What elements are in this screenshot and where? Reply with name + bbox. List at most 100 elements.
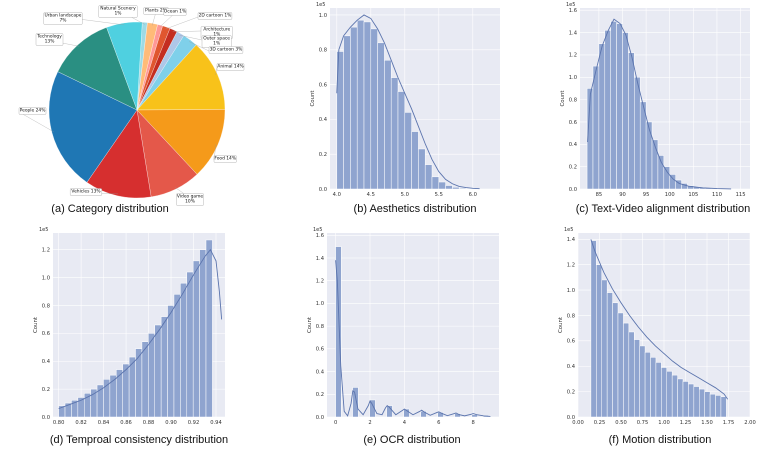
pie-leader-line <box>215 67 218 76</box>
pie-leader-line <box>172 30 202 32</box>
y-tick-label: 0.8 <box>42 303 50 309</box>
sci-notation-label: 1e5 <box>316 2 325 8</box>
hist-bar <box>596 264 602 418</box>
hist-bar <box>601 279 608 418</box>
x-tick-label: 85 <box>596 192 603 198</box>
caption-temporal: (d) Temproal consistency distribution <box>50 434 228 446</box>
hist-bar <box>677 378 684 418</box>
hist-bar <box>617 312 624 418</box>
y-tick-label: 1.2 <box>316 279 324 285</box>
y-tick-label: 0.0 <box>567 415 575 421</box>
hist-bar <box>377 42 385 190</box>
x-tick-label: 90 <box>619 192 626 198</box>
hist-panel-motion: (f) Motion distribution 0.0 0.2 0.4 0.6 0.8 1… <box>558 227 756 446</box>
pie-label-box <box>70 188 102 196</box>
pie-slice <box>136 44 226 111</box>
sci-notation-label: 1e5 <box>313 227 322 233</box>
hist-bar <box>612 302 619 418</box>
hist-bar <box>384 59 392 190</box>
hist-bar <box>199 249 207 418</box>
y-tick-label: 0.8 <box>569 97 577 103</box>
hist-bar <box>628 52 635 190</box>
y-axis-label: Count <box>560 90 566 106</box>
y-tick-label: 0.4 <box>316 369 325 375</box>
x-tick-label: 6.0 <box>469 192 477 198</box>
hist-bar <box>655 362 662 418</box>
hist-bar <box>699 388 705 418</box>
hist-bar <box>634 77 641 190</box>
hist-bar <box>141 341 149 418</box>
hist-panel-temporal: (d) Temproal consistency distribution 0.… <box>33 227 228 446</box>
hist-bar <box>173 294 181 418</box>
pie-leader-line <box>18 111 54 132</box>
x-tick-label: 1.75 <box>723 420 735 426</box>
hist-bar <box>598 43 606 190</box>
caption-aesthetics: (b) Aesthetics distribution <box>354 203 477 215</box>
y-axis-label: Count <box>33 317 39 333</box>
x-tick-label: 115 <box>736 192 746 198</box>
y-tick-label: 0.0 <box>316 415 324 421</box>
hist-bar <box>452 187 460 190</box>
x-tick-label: 2 <box>368 420 371 426</box>
y-tick-label: 1.4 <box>567 237 576 243</box>
pie-slice <box>57 27 138 111</box>
hist-bar <box>397 91 406 190</box>
hist-bar <box>363 21 372 190</box>
hist-bar <box>645 121 653 190</box>
x-tick-label: 0.80 <box>53 420 65 426</box>
hist-bar <box>335 246 342 418</box>
x-tick-label: 0.50 <box>615 420 627 426</box>
hist-bar <box>167 305 175 418</box>
y-tick-label: 0.6 <box>569 120 577 126</box>
pie-label-box <box>35 33 64 46</box>
hist-bar <box>369 399 376 418</box>
hist-bar <box>628 331 635 418</box>
hist-bar <box>610 21 617 190</box>
x-tick-label: 95 <box>643 192 650 198</box>
x-tick-label: 0.75 <box>637 420 649 426</box>
hist-bar <box>445 185 453 190</box>
hist-bar <box>644 352 651 418</box>
hist-bar <box>356 19 365 190</box>
hist-bar <box>370 28 378 190</box>
y-tick-label: 1.0 <box>316 301 324 307</box>
hist-panel-aesthetics: (b) Aesthetics distribution 0.0 0.2 0.4 0.6… <box>310 2 500 215</box>
hist-bar <box>154 324 162 418</box>
x-tick-label: 5.0 <box>401 192 409 198</box>
hist-bar <box>693 386 700 418</box>
x-tick-label: 1.00 <box>658 420 670 426</box>
hist-bar <box>616 23 623 190</box>
caption-text-video: (c) Text-Video alignment distribution <box>576 203 750 215</box>
hist-bar <box>604 30 611 190</box>
hist-bar <box>682 381 689 418</box>
pie-slice <box>106 21 143 111</box>
y-tick-label: 0.8 <box>316 324 324 330</box>
hist-bar <box>205 239 213 418</box>
hist-bar <box>650 357 657 418</box>
hist-bar <box>420 411 427 418</box>
x-tick-label: 0.92 <box>188 420 200 426</box>
y-tick-label: 0.0 <box>42 415 50 421</box>
pie-slices <box>48 21 226 199</box>
hist-bar <box>418 148 426 190</box>
x-tick-label: 0.94 <box>210 420 222 426</box>
hist-bar <box>431 176 440 190</box>
pie-label: 3D cartoon 3% <box>210 47 243 53</box>
hist-bar <box>350 26 358 190</box>
hist-bar <box>343 35 351 190</box>
hist-bar <box>590 240 597 418</box>
x-tick-label: 4 <box>403 420 407 426</box>
kde-line <box>335 260 491 417</box>
y-tick-label: 0.6 <box>567 339 575 345</box>
y-tick-label: 1.2 <box>567 263 575 269</box>
sci-notation-label: 1e5 <box>564 227 573 233</box>
hist-bar <box>592 65 600 190</box>
hist-bar <box>661 367 668 418</box>
y-tick-label: 0.8 <box>319 48 327 54</box>
pie-slice <box>48 71 138 183</box>
caption-category: (a) Category distribution <box>51 203 168 215</box>
x-tick-label: 0.86 <box>120 420 132 426</box>
y-tick-label: 0.2 <box>316 392 324 398</box>
hist-bar <box>720 396 727 418</box>
y-tick-label: 0.8 <box>567 313 575 319</box>
